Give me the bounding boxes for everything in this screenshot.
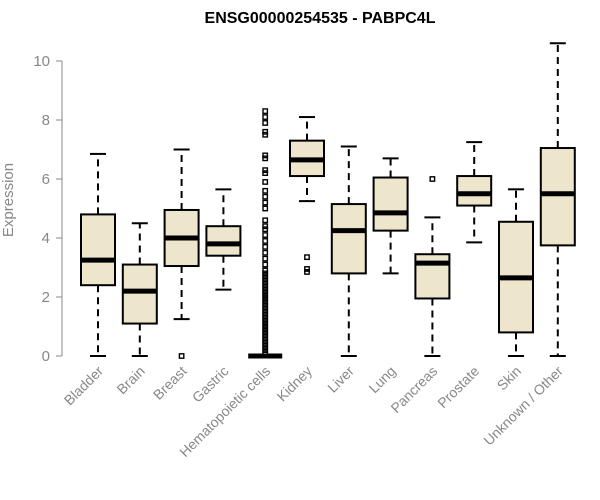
outlier-point bbox=[262, 114, 269, 120]
outlier-point bbox=[262, 131, 269, 138]
outlier-point bbox=[262, 199, 269, 206]
iqr-box bbox=[456, 175, 493, 207]
outlier-point bbox=[262, 305, 269, 312]
outlier-point bbox=[262, 261, 269, 268]
box-gastric bbox=[205, 188, 242, 291]
outlier-point bbox=[262, 226, 269, 233]
box-lung bbox=[372, 157, 409, 275]
outlier-point bbox=[262, 205, 269, 212]
y-axis-label: Expression bbox=[0, 163, 17, 237]
outlier-point bbox=[262, 170, 269, 176]
outlier-point bbox=[262, 297, 269, 303]
outlier-point bbox=[262, 243, 269, 250]
outlier-point bbox=[304, 254, 310, 261]
box-skin bbox=[498, 188, 534, 357]
outlier-point bbox=[262, 335, 269, 342]
x-tick-label: Prostate bbox=[434, 363, 482, 411]
box-bladder bbox=[80, 152, 116, 357]
outlier-point bbox=[262, 282, 269, 289]
outlier-point bbox=[262, 238, 269, 244]
outlier-point bbox=[262, 179, 269, 185]
outlier-point bbox=[262, 270, 269, 277]
box-liver bbox=[330, 145, 367, 357]
outlier-point bbox=[262, 291, 269, 297]
outlier-point bbox=[262, 300, 269, 306]
iqr-box bbox=[80, 213, 116, 287]
outlier-point bbox=[262, 347, 269, 353]
outlier-point bbox=[262, 332, 269, 339]
outlier-point bbox=[262, 273, 269, 280]
x-tick-label: Lung bbox=[365, 363, 398, 396]
outlier-point bbox=[262, 223, 269, 230]
outlier-point bbox=[262, 187, 269, 194]
iqr-box bbox=[205, 225, 242, 257]
iqr-box bbox=[330, 203, 367, 275]
outlier-point bbox=[178, 353, 185, 359]
outlier-point bbox=[262, 344, 269, 351]
boxes bbox=[80, 42, 576, 359]
x-tick-label: Kidney bbox=[274, 363, 316, 405]
outlier-point bbox=[262, 302, 269, 309]
outlier-point bbox=[262, 317, 269, 324]
outlier-point bbox=[262, 128, 269, 135]
outlier-point bbox=[262, 338, 269, 345]
y-tick-label: 0 bbox=[42, 348, 50, 365]
iqr-box bbox=[121, 263, 158, 325]
outlier-point bbox=[262, 329, 269, 336]
iqr-box bbox=[372, 176, 409, 232]
outlier-point bbox=[262, 350, 269, 356]
outlier-point bbox=[262, 249, 269, 256]
outlier-point bbox=[262, 341, 269, 348]
outlier-point bbox=[262, 314, 269, 321]
outlier-point bbox=[262, 279, 269, 286]
y-tick-label: 2 bbox=[42, 289, 50, 306]
outlier-point bbox=[262, 276, 269, 283]
y-tick-label: 8 bbox=[42, 112, 50, 129]
box-breast bbox=[163, 148, 200, 359]
outlier-point bbox=[262, 217, 269, 224]
x-tick-label: Skin bbox=[494, 363, 525, 394]
outlier-point bbox=[262, 285, 269, 292]
x-tick-label: Unknown / Other bbox=[480, 363, 566, 449]
box-prostate bbox=[456, 141, 493, 244]
outlier-point bbox=[304, 269, 310, 275]
y-tick-label: 10 bbox=[33, 53, 50, 70]
outlier-point bbox=[262, 232, 269, 238]
outlier-point bbox=[262, 120, 269, 126]
iqr-box bbox=[539, 147, 576, 247]
outlier-point bbox=[262, 152, 269, 159]
box-kidney bbox=[289, 116, 325, 275]
outlier-point bbox=[262, 167, 269, 174]
outlier-point bbox=[262, 155, 269, 162]
box-brain bbox=[121, 222, 158, 357]
outlier-point bbox=[304, 266, 310, 272]
outlier-point bbox=[262, 311, 269, 318]
outlier-point bbox=[262, 255, 269, 262]
outlier-point bbox=[262, 323, 269, 330]
x-tick-label: Liver bbox=[324, 363, 357, 396]
outlier-point bbox=[262, 294, 269, 300]
outlier-point bbox=[262, 267, 269, 274]
x-tick-label: Breast bbox=[150, 363, 190, 403]
box-pancreas bbox=[414, 176, 451, 357]
outlier-point bbox=[262, 108, 269, 115]
outlier-point bbox=[429, 176, 436, 182]
outlier-point bbox=[262, 288, 269, 294]
axes: 0 2 4 6 8 10 bbox=[33, 53, 63, 365]
box-hematopoietic-cells bbox=[248, 108, 283, 359]
outlier-point bbox=[262, 326, 269, 333]
outlier-point bbox=[262, 308, 269, 315]
y-tick-label: 4 bbox=[42, 230, 50, 247]
box-unknown-other bbox=[539, 42, 576, 357]
outlier-point bbox=[262, 193, 269, 200]
x-tick-label: Bladder bbox=[61, 363, 107, 409]
x-tick-label: Brain bbox=[113, 363, 147, 397]
chart-title: ENSG00000254535 - PABPC4L bbox=[205, 10, 436, 27]
outlier-point bbox=[262, 320, 269, 327]
y-tick-label: 6 bbox=[42, 171, 50, 188]
